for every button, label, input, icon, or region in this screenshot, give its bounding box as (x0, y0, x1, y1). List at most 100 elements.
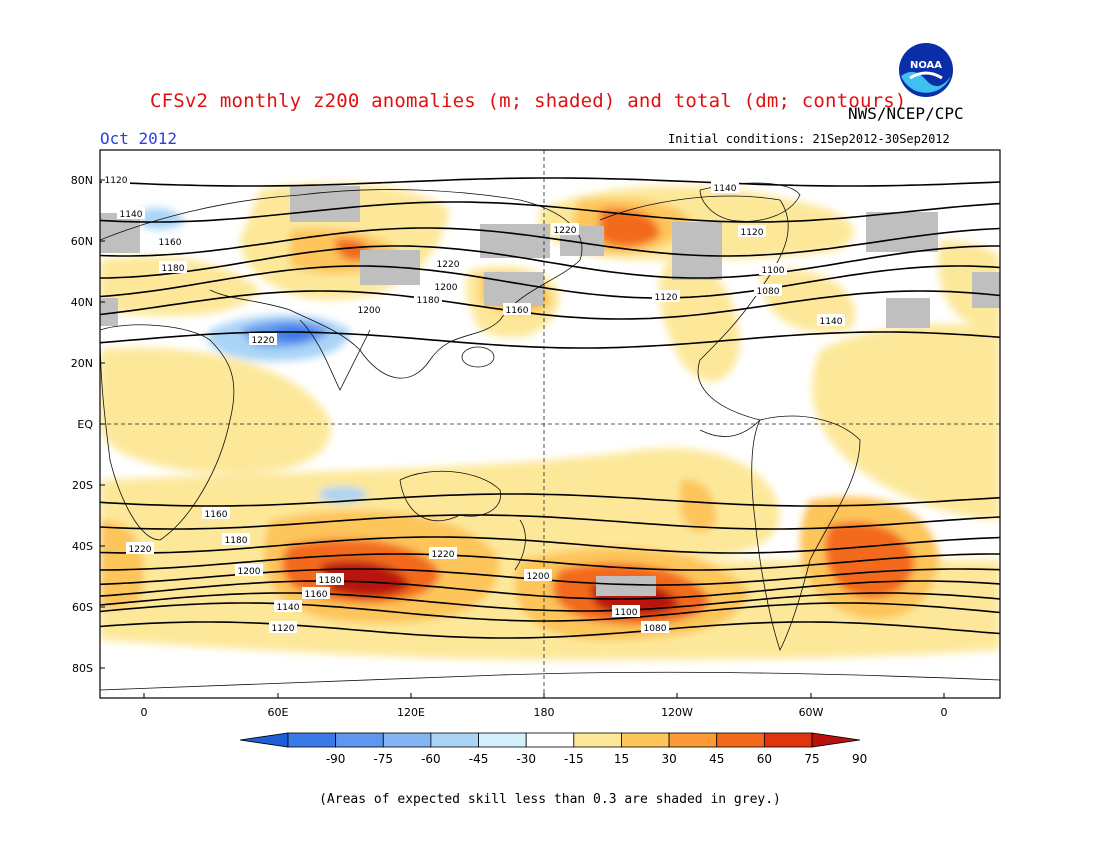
lon-label: 0 (141, 706, 148, 719)
height-contour-line (100, 568, 1000, 586)
lat-label: 80S (72, 662, 93, 675)
chart-title: CFSv2 monthly z200 anomalies (m; shaded)… (150, 90, 907, 112)
colorbar-box (382, 732, 432, 748)
contour-label: 1160 (302, 587, 330, 600)
contour-value: 1200 (238, 567, 261, 577)
contour-value: 1160 (159, 238, 182, 248)
contour-value: 1140 (714, 184, 737, 194)
contour-value: 1180 (319, 576, 342, 586)
contour-label: 1080 (754, 284, 782, 297)
lon-label: 120E (397, 706, 425, 719)
contour-label: 1140 (817, 314, 845, 327)
contour-value: 1180 (225, 536, 248, 546)
height-contour-line (100, 227, 1000, 257)
contour-label: 1140 (117, 207, 145, 220)
lat-label: 60S (72, 601, 93, 614)
height-contour-line (100, 602, 1000, 622)
colorbar-box (430, 732, 479, 748)
noaa-logo-text: NOAA (910, 60, 942, 71)
contour-value: 1100 (762, 266, 785, 276)
colorbar-label: 45 (709, 752, 724, 766)
colorbar-label: 30 (661, 752, 676, 766)
height-contour-line (100, 245, 1000, 279)
contour-value: 1140 (820, 317, 843, 327)
contour-label: 1180 (222, 533, 250, 546)
height-contour-line (100, 514, 1000, 530)
colorbar-label: -30 (516, 752, 536, 766)
skill-footnote: (Areas of expected skill less than 0.3 a… (319, 792, 781, 807)
anomaly-strong-positive (281, 208, 915, 625)
height-contour-line (100, 621, 1000, 639)
anomaly-negative (140, 208, 368, 504)
height-contours (100, 177, 1000, 639)
forecast-month: Oct 2012 (100, 129, 178, 148)
colorbar-label: -90 (326, 752, 346, 766)
contour-label: 1080 (641, 621, 669, 634)
contour-label: 1120 (738, 225, 766, 238)
lon-label: 60W (799, 706, 824, 719)
contour-value: 1200 (358, 306, 381, 316)
contour-label: 1220 (249, 333, 277, 346)
contour-label: 1220 (551, 223, 579, 236)
lon-label: 60E (268, 706, 289, 719)
axis-labels: 80N 60N 40N 20N EQ 20S 40S 60S 80S 0 60E 120E 180 120… (71, 174, 948, 719)
contour-label: 1220 (429, 547, 457, 560)
height-contour-line (100, 592, 1000, 612)
contour-labels: 1120 1140 1160 1180 1200 1220 1220 1220 1200 1180… (102, 173, 845, 634)
colorbar-box (478, 732, 527, 748)
colorbar-box (716, 732, 765, 748)
colorbar-box (763, 732, 813, 748)
height-contour-line (100, 265, 1000, 299)
colorbar-box (621, 732, 670, 748)
low-skill-grey-areas (100, 186, 1000, 596)
contour-value: 1080 (644, 624, 667, 634)
colorbar-label: 60 (757, 752, 772, 766)
contour-label: 1160 (202, 507, 230, 520)
agency-label: NWS/NCEP/CPC (848, 104, 964, 123)
contour-value: 1140 (120, 210, 143, 220)
colorbar-label: -15 (564, 752, 584, 766)
lat-label: 20S (72, 479, 93, 492)
colorbar: -90 -75 -60 -45 -30 -15 15 30 45 60 75 90 (239, 732, 867, 766)
lon-label: 120W (661, 706, 693, 719)
colorbar-box (335, 732, 384, 748)
contour-value: 1200 (435, 283, 458, 293)
contour-label: 1120 (269, 621, 297, 634)
contour-value: 1120 (105, 176, 128, 186)
contour-value: 1180 (162, 264, 185, 274)
contour-label: 1100 (759, 263, 787, 276)
height-contour-line (100, 493, 1000, 507)
contour-label: 1180 (159, 261, 187, 274)
contour-label: 1200 (235, 564, 263, 577)
contour-value: 1080 (757, 287, 780, 297)
map-frame (99, 149, 1001, 699)
lon-label: 0 (941, 706, 948, 719)
lat-label: 80N (71, 174, 93, 187)
contour-value: 1100 (615, 608, 638, 618)
contour-value: 1220 (554, 226, 577, 236)
lat-label: 40S (72, 540, 93, 553)
colorbar-label: -60 (421, 752, 441, 766)
map-background (100, 150, 1000, 698)
contour-label: 1160 (156, 235, 184, 248)
contour-value: 1220 (129, 545, 152, 555)
contour-value: 1120 (272, 624, 295, 634)
colorbar-box (287, 732, 337, 748)
contour-value: 1160 (506, 306, 529, 316)
contour-label: 1120 (652, 290, 680, 303)
height-contour-line (100, 201, 1000, 223)
contour-value: 1200 (527, 572, 550, 582)
contour-value: 1160 (305, 590, 328, 600)
contour-value: 1180 (417, 296, 440, 306)
contour-value: 1140 (277, 603, 300, 613)
colorbar-label: 90 (852, 752, 867, 766)
contour-value: 1120 (741, 228, 764, 238)
colorbar-box (573, 732, 622, 748)
colorbar-label: 15 (614, 752, 629, 766)
contour-label: 1220 (126, 542, 154, 555)
contour-label: 1180 (414, 293, 442, 306)
coastlines (100, 182, 1000, 691)
contour-label: 1100 (612, 605, 640, 618)
lat-label: 40N (71, 296, 93, 309)
